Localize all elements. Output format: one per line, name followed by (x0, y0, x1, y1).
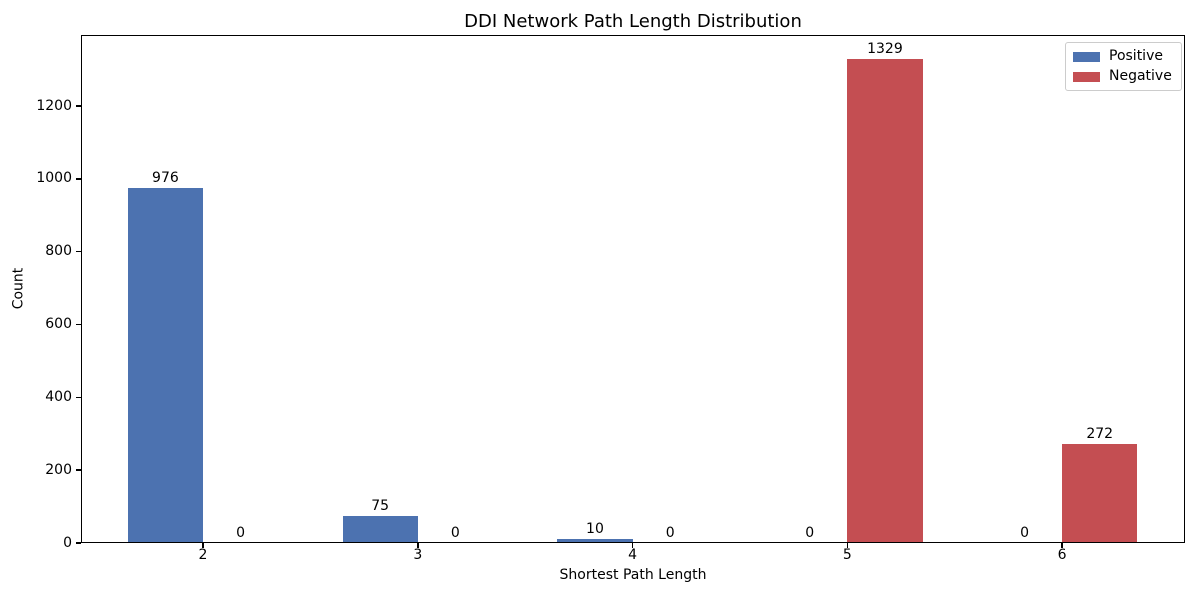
y-tick-label: 0 (63, 534, 72, 551)
bar-value-label: 0 (450, 525, 460, 541)
bar-value-label: 976 (152, 169, 179, 186)
bar-value-label: 1329 (867, 41, 903, 58)
legend-swatch-icon (1073, 51, 1100, 62)
bar-negative-6 (1062, 443, 1138, 543)
x-tick-mark (417, 543, 419, 548)
x-tick-label: 5 (842, 547, 852, 563)
bar-value-label: 0 (1020, 525, 1029, 541)
legend-item-negative: Negative (1073, 69, 1172, 84)
legend-label: Negative (1109, 68, 1172, 84)
bar-value-label: 75 (371, 497, 390, 514)
y-tick-label: 200 (45, 461, 72, 478)
y-tick-mark (76, 323, 81, 326)
y-tick-label: 1000 (36, 170, 72, 187)
x-tick-mark (631, 543, 634, 548)
legend: Positive Negative (1065, 42, 1182, 91)
bar-negative-5 (847, 59, 923, 543)
x-tick-label: 3 (413, 547, 423, 563)
bar-positive-4 (557, 539, 633, 543)
y-tick-mark (76, 542, 81, 544)
bar-positive-3 (342, 515, 418, 543)
bar-value-label: 0 (805, 525, 815, 541)
legend-label: Positive (1109, 48, 1163, 64)
x-axis-label: Shortest Path Length (559, 567, 707, 583)
x-tick-mark (1061, 543, 1063, 548)
bar-positive-2 (127, 187, 203, 543)
y-tick-mark (76, 396, 81, 399)
bar-value-label: 0 (236, 525, 246, 541)
bar-value-label: 10 (586, 521, 604, 538)
y-tick-mark (76, 105, 81, 107)
y-axis-label: Count (10, 267, 27, 310)
bar-value-label: 0 (665, 525, 675, 541)
x-tick-label: 2 (198, 547, 208, 563)
x-tick-label: 6 (1057, 547, 1067, 563)
chart-title: DDI Network Path Length Distribution (464, 11, 802, 32)
x-tick-mark (846, 543, 849, 548)
legend-item-positive: Positive (1073, 49, 1172, 64)
y-tick-label: 400 (45, 388, 72, 405)
x-tick-label: 4 (628, 547, 638, 563)
y-tick-label: 600 (45, 316, 72, 332)
y-tick-label: 800 (45, 243, 72, 260)
x-tick-mark (202, 543, 204, 548)
legend-swatch-icon (1073, 71, 1100, 82)
y-tick-mark (76, 178, 81, 180)
y-tick-mark (76, 250, 81, 253)
bar-value-label: 272 (1086, 425, 1114, 442)
y-tick-label: 1200 (36, 97, 72, 114)
y-tick-mark (76, 469, 81, 471)
